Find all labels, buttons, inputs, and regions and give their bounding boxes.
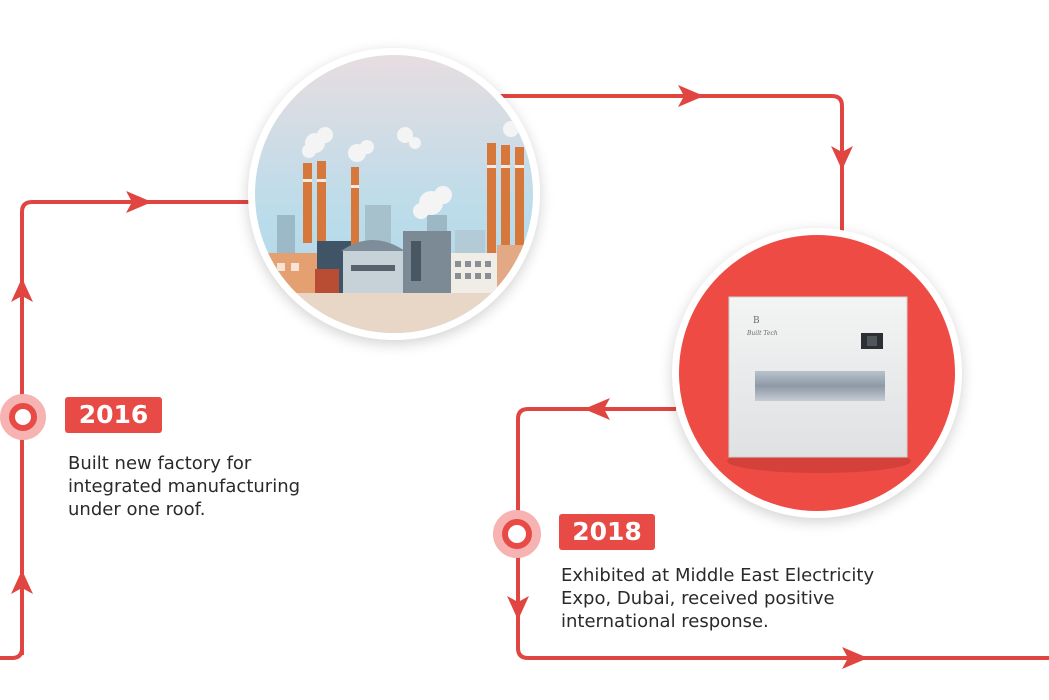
year-badge-2016: 2016 bbox=[65, 397, 162, 433]
milestone-2016-description: Built new factory for integrated manufac… bbox=[68, 453, 301, 520]
arrow-right-icon bbox=[678, 85, 704, 107]
milestone-2016-dot bbox=[0, 394, 46, 440]
product-image: B Built Tech bbox=[672, 228, 962, 518]
factory-image bbox=[248, 48, 540, 340]
arrow-left-icon bbox=[584, 398, 610, 420]
milestone-dot-center bbox=[508, 525, 526, 543]
path-left-bottom bbox=[0, 640, 24, 660]
arrow-right-icon bbox=[842, 647, 868, 669]
arrow-up-icon bbox=[11, 278, 33, 302]
milestone-2018-dot bbox=[493, 510, 541, 558]
path-2016 bbox=[20, 200, 250, 655]
arrow-down-icon bbox=[507, 596, 529, 620]
arrowheads bbox=[11, 85, 868, 669]
arrow-right-icon bbox=[126, 191, 152, 213]
path-top-right bbox=[500, 94, 844, 232]
year-badge-2018: 2018 bbox=[559, 514, 655, 550]
svg-text:B: B bbox=[753, 316, 760, 326]
distribution-board-icon: B Built Tech bbox=[727, 296, 911, 473]
milestone-2018-description: Exhibited at Middle East Electricity Exp… bbox=[561, 565, 875, 632]
factory-illustration-icon bbox=[255, 55, 533, 333]
arrow-down-icon bbox=[831, 146, 853, 170]
arrow-up-icon bbox=[11, 570, 33, 594]
milestone-dot-center bbox=[15, 409, 31, 425]
product-brand-label: Built Tech bbox=[746, 330, 778, 337]
